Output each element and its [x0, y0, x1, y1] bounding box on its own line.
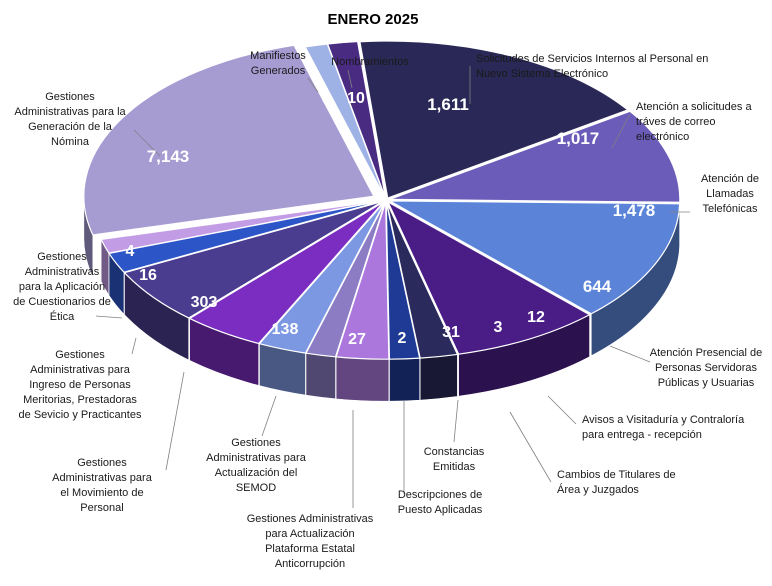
pie-slice: [100, 200, 383, 254]
pie-slice: [83, 44, 375, 236]
leader-line: [347, 69, 353, 89]
pie-slice: [188, 201, 385, 345]
slice-label: Constancias Emitidas: [424, 446, 485, 473]
slice-label: Atención a solicitudes a tráves de correo…: [636, 101, 752, 143]
slice-value: 27: [348, 331, 366, 348]
pie-slice: [326, 40, 386, 199]
chart-title: ENERO 2025: [328, 11, 419, 28]
slice-value: 4: [126, 243, 135, 260]
leader-line: [609, 345, 651, 363]
slice-value: 1,611: [427, 95, 469, 114]
slice-value: 1,017: [557, 129, 600, 148]
slice-label: Gestiones Administrativas para Actualizac…: [247, 513, 374, 570]
pie-slice: [389, 200, 681, 315]
category-labels: Solicitudes de Servicios Internos al Per…: [13, 50, 762, 570]
leader-line: [547, 395, 577, 425]
pie-slice: [258, 201, 386, 354]
pie-sides: [83, 196, 681, 402]
pie-slice: [386, 200, 591, 355]
slice-value: 3: [494, 319, 503, 336]
value-labels: 1,6111,0171,478644123312271383031647,143…: [126, 90, 656, 348]
slice-label: Gestiones Administrativas para Ingreso de …: [19, 349, 142, 421]
leader-line: [261, 395, 277, 437]
slice-value: 16: [139, 267, 157, 284]
slice-value: 644: [583, 277, 612, 296]
pie-slice: [359, 40, 629, 199]
pie-slice: [389, 110, 681, 203]
leader-line: [131, 337, 137, 355]
slice-label: Gestiones Administrativas para la Generaci…: [14, 91, 126, 148]
slice-label: Cambios de Titulares de Área y Juzgados: [557, 469, 676, 496]
slice-side: [419, 354, 458, 401]
slice-label: Descripciones de Puesto Aplicadas: [398, 489, 483, 516]
slice-value: 138: [272, 321, 299, 338]
slice-value: 7,143: [147, 147, 190, 166]
slice-value: 31: [442, 324, 460, 341]
leader-line: [133, 129, 161, 157]
slice-value: 10: [347, 90, 365, 107]
slice-label: Solicitudes de Servicios Internos al Per…: [476, 53, 708, 80]
slice-label: Gestiones Administrativas para Actualizaci…: [206, 437, 307, 494]
slice-label: Nombramientos: [331, 56, 409, 68]
slice-side: [335, 356, 390, 402]
leader-line: [611, 113, 631, 149]
slice-value: 1,478: [613, 201, 656, 220]
slice-label: Atención Presencial de Personas Servidora…: [650, 347, 763, 389]
slice-side: [305, 352, 336, 400]
pie-slices: [83, 40, 681, 360]
leader-line: [509, 411, 552, 483]
slice-label: Manifiestos Generados: [250, 50, 306, 77]
slice-value: 2: [398, 330, 407, 347]
leader-line: [165, 371, 185, 471]
leader-line: [307, 77, 319, 93]
slice-value: 303: [191, 294, 218, 311]
leader-line: [95, 315, 123, 319]
slice-value: 12: [527, 309, 545, 326]
leader-lines: [95, 66, 690, 508]
leader-line: [453, 399, 459, 443]
slice-label: Avisos a Visitaduría y Contraloría para e…: [582, 414, 745, 441]
slice-side: [389, 357, 420, 402]
pie-slice: [123, 200, 384, 319]
slice-label: Gestiones Administrativas para la Aplicaci…: [13, 251, 111, 323]
slice-label: Atención de Llamadas Telefónicas: [701, 173, 759, 215]
slice-value: 4: [323, 91, 332, 108]
slice-label: Gestiones Administrativas para el Movimien…: [52, 457, 153, 514]
